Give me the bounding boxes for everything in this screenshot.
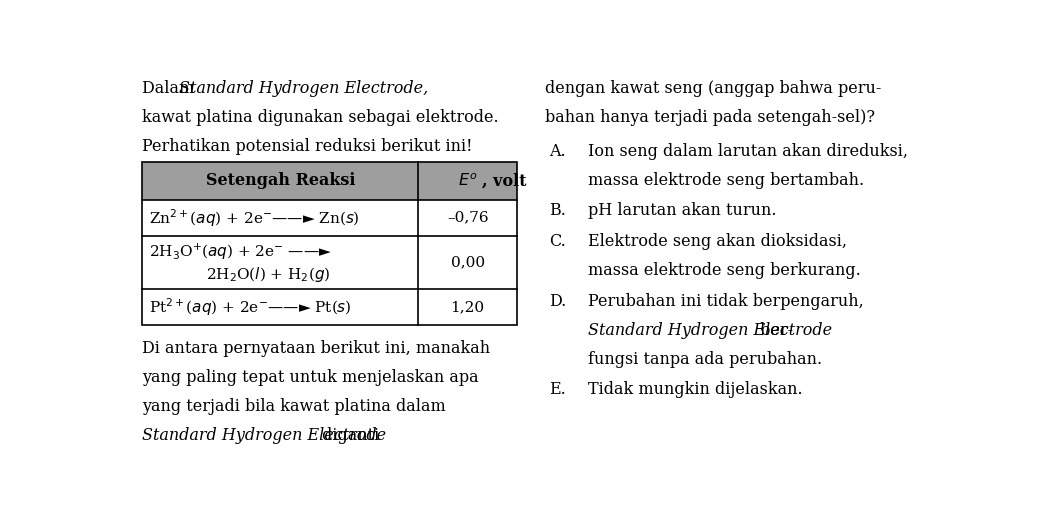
- Text: 2H$_2$O($\it{l}$) + H$_2$($\it{g}$): 2H$_2$O($\it{l}$) + H$_2$($\it{g}$): [207, 265, 331, 284]
- Text: Elektrode seng akan dioksidasi,: Elektrode seng akan dioksidasi,: [587, 233, 847, 250]
- Text: pH larutan akan turun.: pH larutan akan turun.: [587, 203, 776, 219]
- Text: Setengah Reaksi: Setengah Reaksi: [206, 172, 355, 189]
- Text: $\mathbf{\it{E}^{o}}$: $\mathbf{\it{E}^{o}}$: [458, 173, 477, 189]
- Text: Dalam: Dalam: [142, 80, 199, 97]
- Text: Pt$^{2+}$($\it{aq}$) + 2e$^{-}$——► Pt($\it{s}$): Pt$^{2+}$($\it{aq}$) + 2e$^{-}$——► Pt($\…: [148, 296, 352, 318]
- Text: A.: A.: [549, 143, 566, 160]
- Text: Standard Hydrogen Electrode: Standard Hydrogen Electrode: [142, 428, 387, 445]
- Text: –0,76: –0,76: [447, 211, 489, 225]
- Text: 1,20: 1,20: [450, 300, 484, 314]
- Text: Di antara pernyataan berikut ini, manakah: Di antara pernyataan berikut ini, manaka…: [142, 340, 491, 357]
- Text: B.: B.: [549, 203, 566, 219]
- Text: fungsi tanpa ada perubahan.: fungsi tanpa ada perubahan.: [587, 351, 822, 368]
- Text: Ion seng dalam larutan akan direduksi,: Ion seng dalam larutan akan direduksi,: [587, 143, 907, 160]
- Text: massa elektrode seng bertambah.: massa elektrode seng bertambah.: [587, 172, 864, 189]
- Text: Perhatikan potensial reduksi berikut ini!: Perhatikan potensial reduksi berikut ini…: [142, 138, 473, 155]
- Text: yang paling tepat untuk menjelaskan apa: yang paling tepat untuk menjelaskan apa: [142, 369, 479, 386]
- Text: kawat platina digunakan sebagai elektrode.: kawat platina digunakan sebagai elektrod…: [142, 109, 499, 126]
- Text: C.: C.: [549, 233, 566, 250]
- Text: ber-: ber-: [755, 322, 793, 339]
- Text: bahan hanya terjadi pada setengah-sel)?: bahan hanya terjadi pada setengah-sel)?: [545, 109, 874, 126]
- Text: Perubahan ini tidak berpengaruh,: Perubahan ini tidak berpengaruh,: [587, 293, 863, 310]
- Text: Zn$^{2+}$($\it{aq}$) + 2e$^{-}$——► Zn($\it{s}$): Zn$^{2+}$($\it{aq}$) + 2e$^{-}$——► Zn($\…: [148, 207, 359, 229]
- Text: massa elektrode seng berkurang.: massa elektrode seng berkurang.: [587, 262, 861, 279]
- Text: Tidak mungkin dijelaskan.: Tidak mungkin dijelaskan.: [587, 381, 802, 398]
- Text: Standard Hydrogen Electrode,: Standard Hydrogen Electrode,: [178, 80, 428, 97]
- Text: dengan kawat seng (anggap bahwa peru-: dengan kawat seng (anggap bahwa peru-: [545, 80, 881, 97]
- Text: yang terjadi bila kawat platina dalam: yang terjadi bila kawat platina dalam: [142, 399, 446, 416]
- Text: diganti: diganti: [317, 428, 379, 445]
- Text: D.: D.: [549, 293, 566, 310]
- Text: E.: E.: [549, 381, 566, 398]
- Text: , volt: , volt: [482, 172, 527, 189]
- Text: 0,00: 0,00: [450, 255, 484, 269]
- FancyBboxPatch shape: [142, 162, 517, 200]
- Text: Standard Hydrogen Electrode: Standard Hydrogen Electrode: [587, 322, 832, 339]
- Text: 2H$_3$O$^{+}$($\it{aq}$) + 2e$^{-}$ ——►: 2H$_3$O$^{+}$($\it{aq}$) + 2e$^{-}$ ——►: [148, 241, 332, 262]
